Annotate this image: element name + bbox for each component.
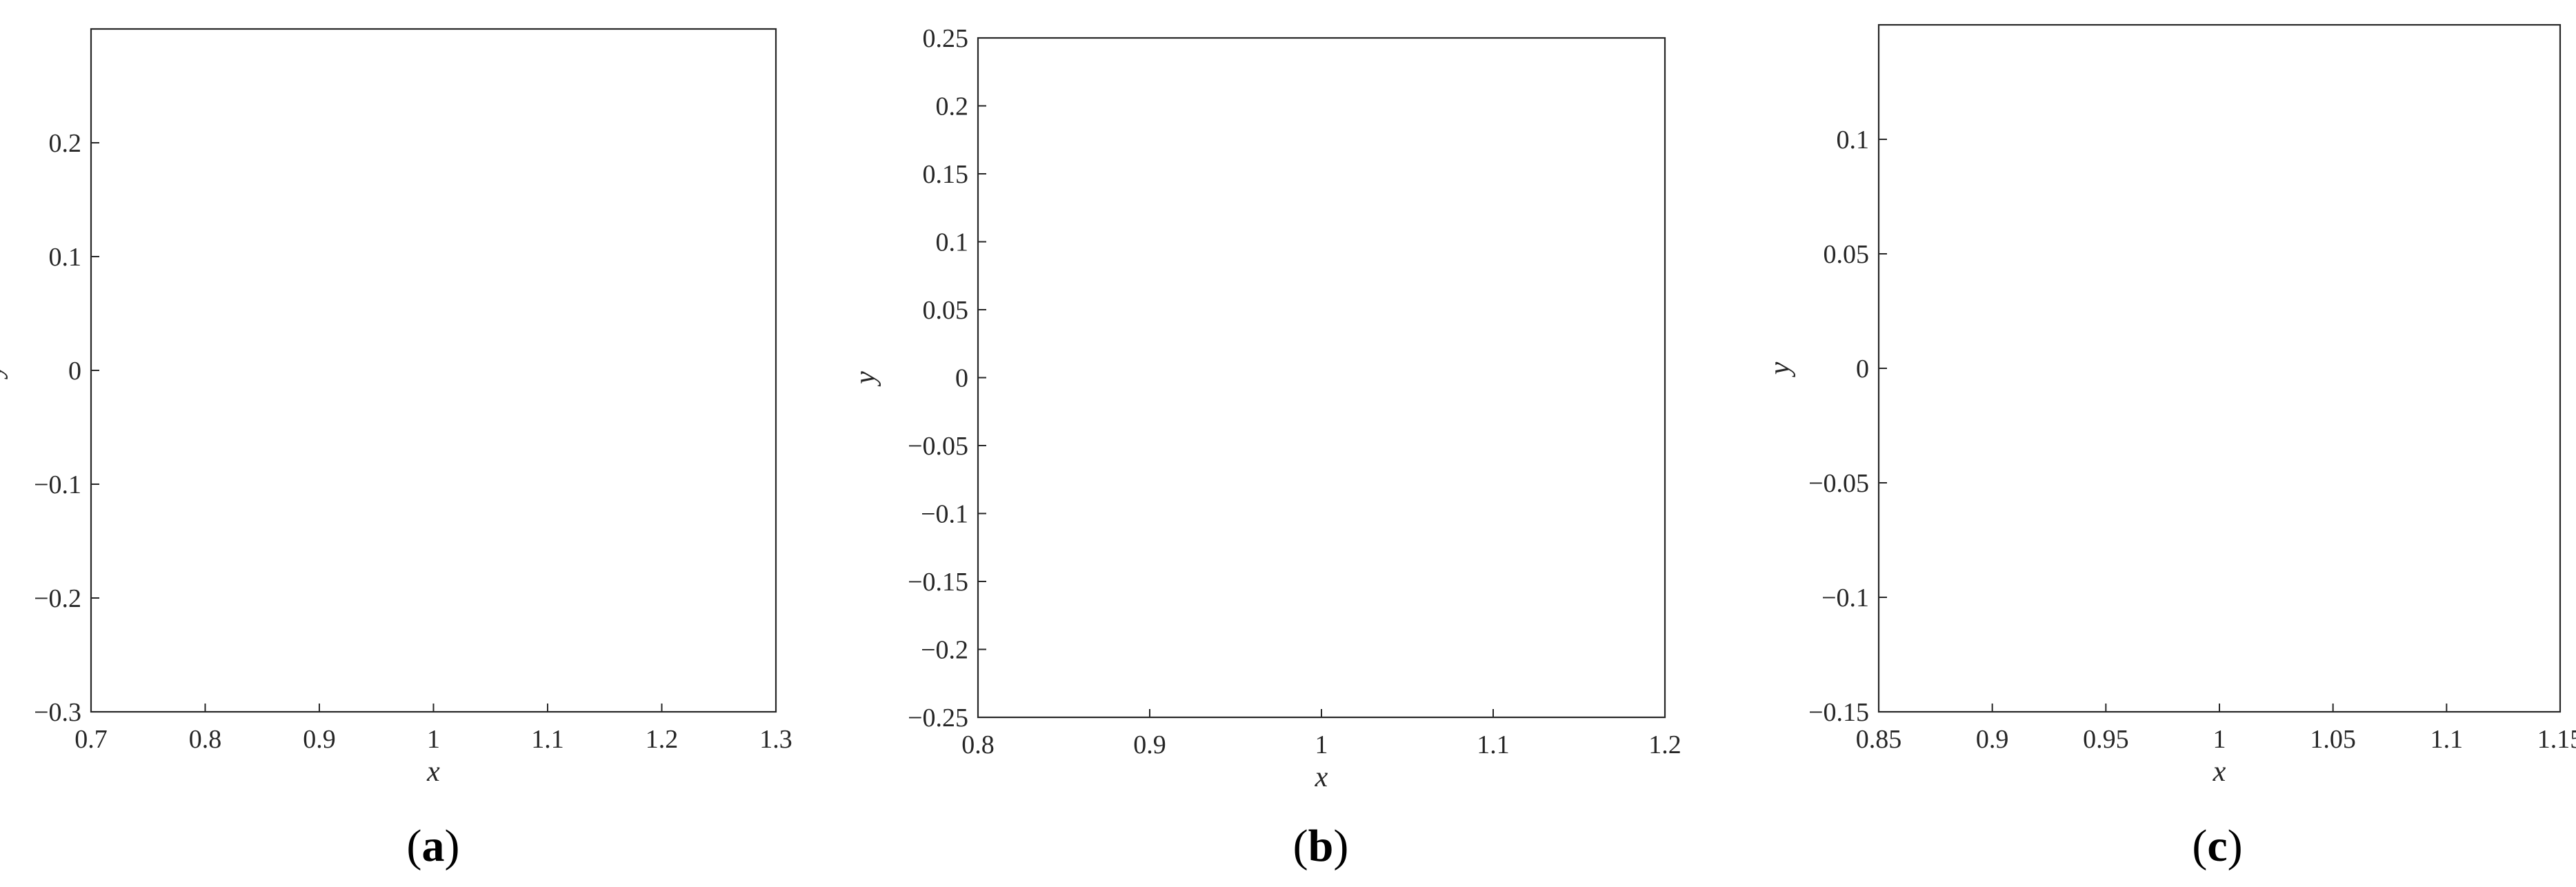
- y-axis-label: y: [850, 371, 881, 387]
- x-tick-label: 0.9: [303, 725, 336, 754]
- x-axis-label: x: [2213, 756, 2226, 788]
- x-tick-label: 1.1: [531, 725, 564, 754]
- x-tick-label: 1.1: [1477, 730, 1510, 759]
- y-tick-label: 0.1: [1837, 126, 1870, 155]
- axes-frame: [90, 28, 777, 713]
- panel-label-open: (: [407, 821, 422, 871]
- x-tick-label: 0.9: [1133, 730, 1166, 759]
- y-tick-label: −0.2: [34, 584, 81, 613]
- panel-label-open: (: [1293, 821, 1308, 871]
- x-tick-label: 0.95: [2083, 725, 2129, 754]
- panel-label-letter: a: [422, 821, 445, 871]
- y-tick-label: −0.1: [921, 500, 968, 529]
- y-tick-label: −0.25: [908, 704, 968, 732]
- y-tick-label: 0.05: [1824, 240, 1870, 269]
- y-axis-label: y: [0, 363, 8, 379]
- panel-label-close: ): [1333, 821, 1348, 871]
- x-tick-label: 0.7: [74, 725, 108, 754]
- y-tick-label: 0.25: [923, 24, 969, 53]
- x-tick-label: 1.05: [2310, 725, 2356, 754]
- panel-label-close: ): [2228, 821, 2243, 871]
- y-tick-label: 0.2: [936, 92, 969, 121]
- y-tick-label: −0.15: [1808, 698, 1869, 727]
- panel-label-letter: c: [2207, 821, 2227, 871]
- x-tick-label: 1: [2213, 725, 2226, 754]
- y-tick-label: −0.1: [34, 470, 81, 499]
- x-tick-label: 1: [1315, 730, 1328, 759]
- y-tick-label: 0: [68, 357, 81, 386]
- panel-label-letter: b: [1308, 821, 1334, 871]
- y-tick-label: −0.1: [1821, 584, 1869, 612]
- x-tick-label: 1.2: [1648, 730, 1681, 759]
- panel-label: (b): [1293, 821, 1349, 871]
- y-tick-label: −0.05: [908, 432, 968, 461]
- y-tick-label: 0.1: [936, 228, 969, 257]
- y-tick-label: −0.15: [908, 568, 968, 597]
- x-tick-label: 1.15: [2537, 725, 2576, 754]
- y-axis-label: y: [1764, 361, 1796, 377]
- x-tick-label: 0.8: [961, 730, 995, 759]
- y-tick-label: −0.3: [34, 698, 81, 727]
- y-tick-label: −0.05: [1808, 469, 1869, 498]
- x-tick-label: 1.3: [759, 725, 792, 754]
- panel-a: 0.7 0.8 0.9 1 1.1 1.2 1.3 −0.3 −0.2 −0.1 0 0.1 0.2 x y…: [0, 28, 792, 871]
- x-tick-label: 0.9: [1976, 725, 2009, 754]
- panel-label-close: ): [445, 821, 460, 871]
- y-tick-label: 0.05: [923, 296, 969, 325]
- y-tick-label: 0.2: [49, 129, 82, 158]
- panel-b: 0.8 0.9 1 1.1 1.2 −0.25 −0.2 −0.15 −0.1 −0.05 0 0.0…: [850, 24, 1681, 871]
- y-tick-label: 0.15: [923, 160, 969, 189]
- x-tick-label: 0.85: [1856, 725, 1902, 754]
- axes-frame: [977, 37, 1666, 719]
- y-tick-label: 0: [955, 364, 968, 393]
- panel-c: 0.85 0.9 0.95 1 1.05 1.1 1.15 −0.15 −0.1 −0.05 0 0.…: [1764, 23, 2576, 871]
- axes-frame: [1877, 23, 2562, 713]
- y-tick-label: 0.1: [49, 243, 82, 272]
- panel-label-open: (: [2192, 821, 2207, 871]
- x-tick-label: 1: [427, 725, 440, 754]
- x-tick-label: 1.2: [646, 725, 679, 754]
- panel-label: (c): [2192, 821, 2242, 871]
- x-tick-label: 1.1: [2430, 725, 2464, 754]
- y-tick-label: −0.2: [921, 636, 968, 665]
- y-tick-label: 0: [1856, 355, 1869, 383]
- x-axis-label: x: [1315, 761, 1328, 793]
- x-axis-label: x: [426, 756, 440, 788]
- panel-label: (a): [407, 821, 460, 871]
- x-tick-label: 0.8: [189, 725, 222, 754]
